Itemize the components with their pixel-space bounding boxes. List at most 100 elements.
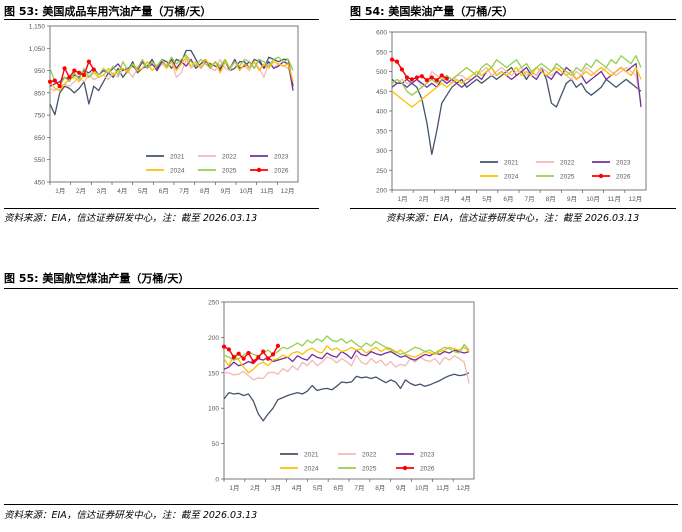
series-point-2026 bbox=[91, 67, 96, 72]
x-tick-label: 7月 bbox=[525, 195, 535, 203]
y-tick-label: 450 bbox=[376, 89, 387, 96]
y-tick-label: 250 bbox=[376, 168, 387, 175]
figure-55-bottom-rule bbox=[4, 504, 678, 505]
x-tick-label: 7月 bbox=[354, 484, 364, 492]
y-tick-label: 550 bbox=[376, 49, 387, 56]
legend-label-2022: 2022 bbox=[222, 154, 237, 161]
series-point-2026 bbox=[72, 68, 77, 73]
y-tick-label: 450 bbox=[34, 180, 45, 187]
series-point-2026 bbox=[86, 59, 92, 64]
figure-55-rule bbox=[4, 288, 678, 289]
legend-label-2023: 2023 bbox=[274, 154, 289, 161]
y-tick-label: 100 bbox=[208, 406, 219, 413]
x-tick-label: 4月 bbox=[461, 195, 471, 203]
figure-53-bottom-rule bbox=[4, 208, 319, 209]
jet-fuel-chart: 0 50 100 150 200 250 1月 2月 3月 4月 5月 6月 7月 8月 9月 10月 11月 1… bbox=[208, 300, 475, 492]
legend-label-2025: 2025 bbox=[362, 466, 377, 473]
y-tick-label: 350 bbox=[376, 128, 387, 135]
x-tick-label: 11月 bbox=[260, 187, 273, 195]
x-tick-label: 10月 bbox=[239, 187, 253, 195]
legend-marker-2026 bbox=[598, 173, 604, 179]
series-point-2026 bbox=[414, 75, 420, 80]
series-point-2026 bbox=[275, 343, 281, 348]
legend-label-2026: 2026 bbox=[274, 168, 289, 175]
y-tick-label: 400 bbox=[376, 109, 387, 116]
y-tick-label: 200 bbox=[208, 335, 219, 342]
y-tick-label: 250 bbox=[208, 300, 219, 307]
series-line-2021 bbox=[223, 372, 470, 422]
y-tick-label: 550 bbox=[34, 157, 45, 164]
legend-label-2021: 2021 bbox=[304, 452, 319, 459]
y-tick-label: 600 bbox=[376, 30, 387, 37]
x-tick-label: 5月 bbox=[138, 187, 148, 195]
legend-marker-2026 bbox=[402, 465, 408, 471]
series-point-2026 bbox=[404, 75, 410, 80]
figure-53-title: 图 53: 美国成品车用汽油产量（万桶/天） bbox=[4, 5, 212, 18]
x-tick-label: 12月 bbox=[629, 195, 643, 203]
figure-54-source: 资料来源：EIA，信达证券研发中心，注：截至 2026.03.13 bbox=[386, 213, 640, 224]
x-tick-label: 3月 bbox=[97, 187, 107, 195]
x-tick-label: 3月 bbox=[440, 195, 450, 203]
legend-label-2022: 2022 bbox=[362, 452, 377, 459]
series-point-2026 bbox=[231, 355, 236, 360]
y-tick-label: 500 bbox=[376, 69, 387, 76]
plot-frame bbox=[391, 31, 647, 191]
x-tick-label: 4月 bbox=[117, 187, 127, 195]
legend-label-2022: 2022 bbox=[560, 160, 575, 167]
series-point-2026 bbox=[52, 78, 57, 83]
series-point-2026 bbox=[226, 347, 232, 352]
x-tick-label: 6月 bbox=[159, 187, 169, 195]
x-tick-label: 9月 bbox=[396, 484, 406, 492]
series-point-2026 bbox=[256, 355, 261, 360]
series-point-2026 bbox=[57, 84, 62, 89]
x-tick-label: 12月 bbox=[281, 187, 295, 195]
figure-54-rule bbox=[350, 19, 676, 20]
series-line-2025 bbox=[223, 335, 470, 361]
series-point-2026 bbox=[266, 356, 271, 361]
y-tick-label: 150 bbox=[208, 370, 219, 377]
x-tick-label: 2月 bbox=[250, 484, 260, 492]
legend-label-2026: 2026 bbox=[420, 466, 435, 473]
legend-label-2025: 2025 bbox=[222, 168, 237, 175]
series-point-2026 bbox=[389, 57, 395, 62]
x-tick-label: 1月 bbox=[398, 195, 408, 203]
x-tick-label: 9月 bbox=[221, 187, 231, 195]
x-tick-label: 2月 bbox=[419, 195, 429, 203]
x-tick-label: 8月 bbox=[200, 187, 210, 195]
y-tick-label: 750 bbox=[34, 113, 45, 120]
series-point-2026 bbox=[399, 67, 405, 72]
series-point-2026 bbox=[241, 356, 246, 361]
x-tick-label: 1月 bbox=[55, 187, 65, 195]
legend-label-2026: 2026 bbox=[616, 174, 631, 181]
x-tick-label: 5月 bbox=[482, 195, 492, 203]
series-point-2026 bbox=[424, 78, 429, 83]
series-point-2026 bbox=[270, 352, 276, 357]
series-point-2026 bbox=[434, 78, 439, 83]
figure-54-bottom-rule bbox=[350, 208, 676, 209]
legend-label-2024: 2024 bbox=[504, 174, 519, 181]
series-point-2026 bbox=[419, 74, 424, 79]
x-tick-label: 2月 bbox=[76, 187, 86, 195]
series-line-2023 bbox=[391, 62, 642, 108]
y-tick-label: 1,050 bbox=[29, 46, 46, 53]
series-point-2026 bbox=[439, 73, 444, 78]
series-point-2026 bbox=[62, 66, 67, 71]
series-line-2024 bbox=[223, 345, 470, 374]
x-tick-label: 10月 bbox=[415, 484, 429, 492]
series-line-2026 bbox=[49, 61, 95, 87]
series-point-2026 bbox=[394, 59, 400, 64]
y-tick-label: 950 bbox=[34, 68, 45, 75]
diesel-chart: 200 250 300 350 400 450 500 550 600 1月 2月 3月 4月 5月 6月 7… bbox=[376, 30, 647, 203]
y-tick-label: 300 bbox=[376, 148, 387, 155]
series-line-2023 bbox=[223, 349, 470, 370]
x-tick-label: 6月 bbox=[334, 484, 344, 492]
figure-55-source: 资料来源：EIA，信达证券研发中心，注：截至 2026.03.13 bbox=[4, 510, 258, 521]
x-tick-label: 3月 bbox=[271, 484, 281, 492]
series-point-2026 bbox=[236, 351, 241, 356]
series-point-2026 bbox=[444, 76, 449, 81]
y-tick-label: 850 bbox=[34, 90, 45, 97]
series-point-2026 bbox=[47, 79, 53, 84]
series-line-2024 bbox=[391, 66, 642, 108]
y-tick-label: 650 bbox=[34, 135, 45, 142]
legend-label-2021: 2021 bbox=[504, 160, 519, 167]
